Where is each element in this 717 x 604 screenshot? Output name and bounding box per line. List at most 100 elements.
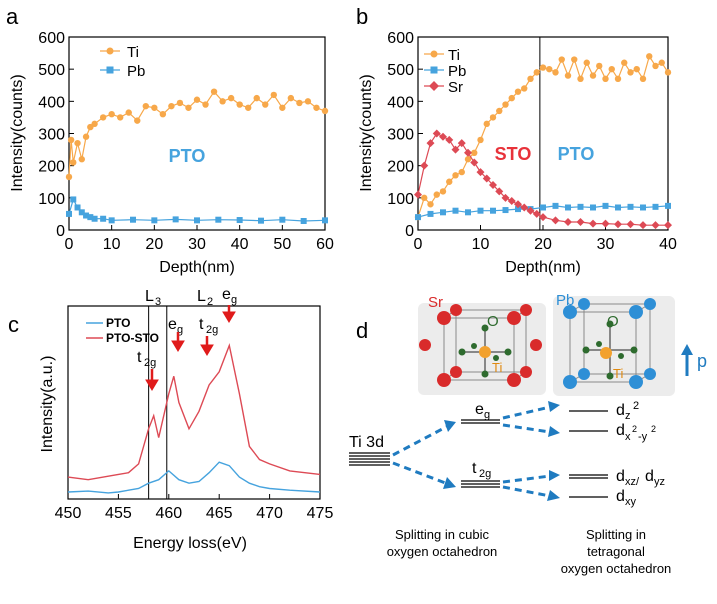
panel-a-frame [68,36,326,231]
data-point-ti [65,173,73,181]
data-point-pb [258,217,264,224]
legend-ti-marker [100,47,120,55]
cubic-perovskite-cell-icon: Sr O Ti [418,294,546,395]
series-line-pto [67,461,321,494]
data-point-sr [414,190,422,199]
svg-text:Splitting in cubic: Splitting in cubic [395,527,489,542]
data-point-ti [227,94,235,102]
data-point-ti [185,104,192,111]
data-point-ti [159,111,167,118]
ti-atom [600,347,612,359]
arrow-heads [443,401,560,501]
data-point-ti [279,104,286,111]
svg-text:yz: yz [654,476,665,488]
peak-L3-label: L 3 [145,288,161,308]
data-point-pb [515,206,521,213]
data-point-sr [470,158,479,167]
y-tick-label: 400 [38,94,65,111]
data-point-ti [433,191,440,198]
data-point-ti [621,59,628,66]
data-point-ti [521,85,528,92]
y-tick-label: 100 [387,191,414,208]
panel-c: c 450 455 460 465 470 475 Energy loss(eV) Int… [8,286,333,552]
peak-t2g-label-right: t 2g [199,316,218,336]
polarization-label: p [697,351,707,371]
svg-text:2: 2 [651,424,656,434]
o-atoms [582,320,638,380]
x-tick-label: 30 [597,236,615,253]
splitting-arrows [392,405,551,498]
data-point-ti [219,98,226,105]
data-point-ti [483,120,490,128]
panel-b-letter: b [356,4,368,29]
svg-text:e: e [475,401,484,418]
data-point-ti [589,72,597,79]
panel-c-ylabel: Intensity(a.u.) [39,356,56,453]
svg-text:L: L [197,288,206,305]
panel-b-legend: Ti Pb Sr [424,47,466,96]
data-point-ti [142,102,149,110]
peak-eg-label-right: e g [222,286,237,306]
data-point-pb [490,207,496,214]
legend-pto-sto-label: PTO-STO [106,331,159,345]
x-tick-label: 0 [65,236,74,253]
sr-atoms [419,304,542,387]
svg-text:g: g [177,324,183,336]
peak-arrows [145,305,236,391]
data-point-ti [134,117,141,124]
data-point-ti [236,101,243,108]
svg-text:2g: 2g [144,357,156,369]
t2g-level [461,480,500,488]
data-point-pb [552,202,559,209]
svg-text:tetragonal: tetragonal [587,544,645,559]
x-tick-label: 30 [188,236,206,253]
data-point-ti [108,111,115,118]
data-point-pb [279,216,286,223]
svg-text:t: t [472,460,477,477]
data-point-ti [471,149,478,156]
x-tick-label: 40 [231,236,249,253]
data-point-sr [439,132,447,141]
tetragonal-caption: Splitting in tetragonal oxygen octahedro… [561,527,672,576]
y-tick-label: 600 [38,30,65,47]
data-point-pb [83,212,90,219]
svg-text:g: g [484,409,490,421]
y-tick-label: 200 [387,159,414,176]
data-point-pb [172,216,179,223]
x-tick-label: 460 [155,505,182,522]
data-point-ti [627,69,634,76]
svg-text:xz/: xz/ [625,476,640,488]
data-point-sr [639,221,647,230]
svg-text:t: t [199,316,204,333]
data-point-ti [91,120,98,128]
y-tick-label: 200 [38,159,65,176]
svg-text:2: 2 [207,296,213,308]
x-tick-label: 10 [472,236,490,253]
data-point-pb [627,203,634,210]
panel-c-xlabel: Energy loss(eV) [133,535,247,552]
svg-text:d: d [616,468,625,485]
panel-c-legend: PTO PTO-STO [86,316,159,345]
data-point-ti [508,94,515,102]
atom-label-sr: Sr [428,294,443,311]
panel-d-letter: d [356,318,368,343]
data-point-sr [420,161,429,170]
svg-text:Splitting in: Splitting in [586,527,646,542]
ti3d-level [349,452,390,466]
data-point-ti [193,96,201,103]
dx2y2-label: d x 2 -y 2 [616,422,656,443]
x-tick-label: 50 [273,236,291,253]
legend-pb-marker [100,66,120,74]
legend-pto-label: PTO [106,316,130,330]
x-tick-label: 10 [103,236,121,253]
data-point-ti [446,178,453,185]
data-point-pb [540,204,546,211]
data-point-pb [300,217,307,224]
arrow-icon [392,424,449,457]
data-point-ti [253,94,260,102]
panel-b-pto-label: PTO [558,144,595,164]
svg-text:e: e [168,316,177,333]
